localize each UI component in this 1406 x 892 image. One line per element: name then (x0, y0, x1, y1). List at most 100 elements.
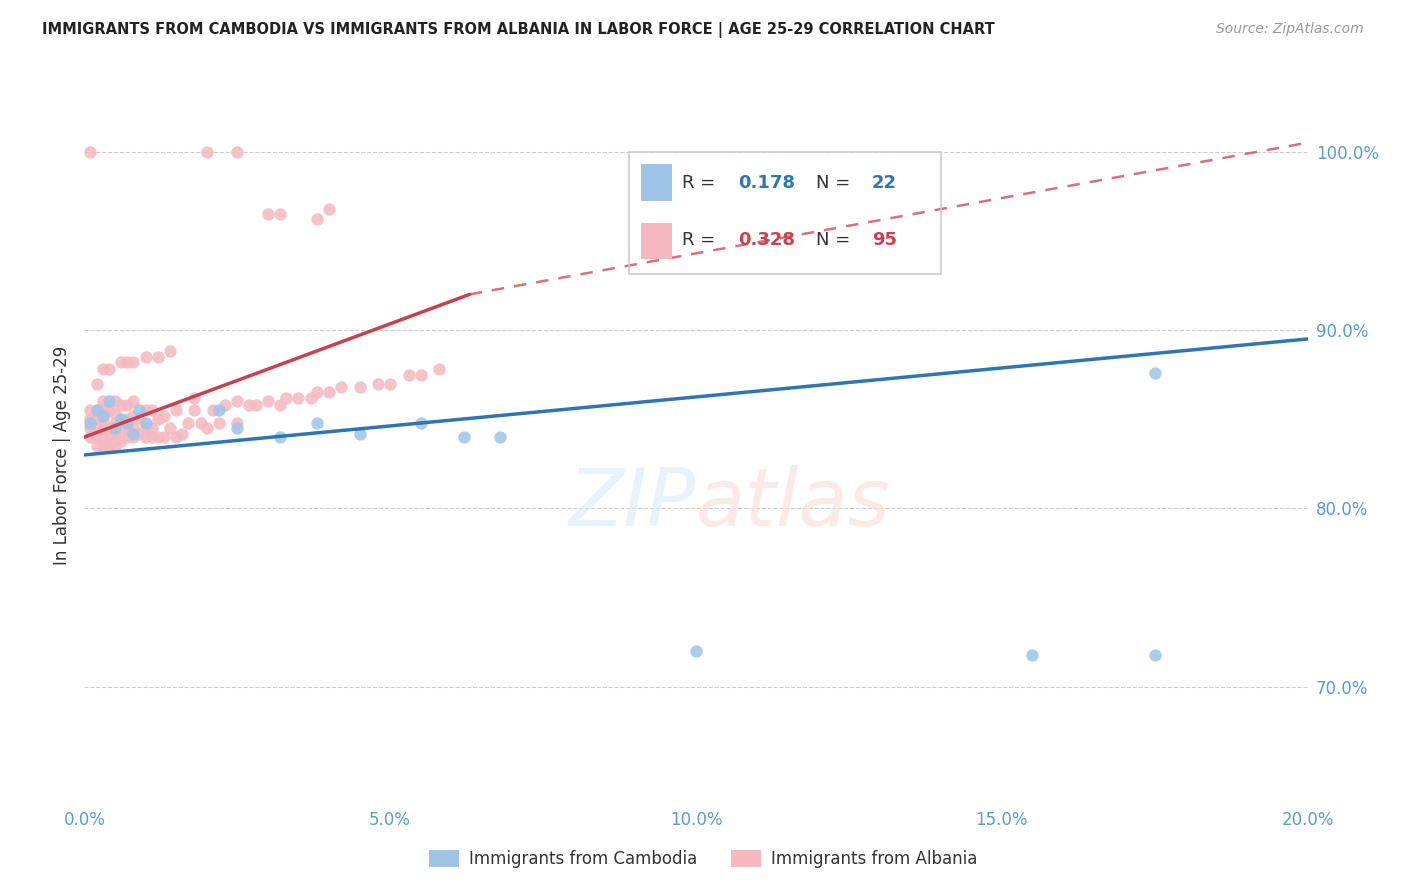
Point (104, 439, 127, 453)
Point (135, 403, 157, 417)
Text: R =: R = (682, 174, 721, 192)
Point (128, 403, 150, 417)
Point (91, 409, 114, 423)
Point (97, 430, 120, 444)
Point (226, 416, 249, 430)
Point (398, 368, 420, 382)
Point (287, 391, 309, 405)
Point (165, 403, 187, 417)
Point (141, 421, 163, 435)
Point (97, 394, 120, 409)
Point (86, 430, 108, 444)
Point (91, 439, 114, 453)
Point (135, 421, 157, 435)
Point (153, 430, 176, 444)
Point (110, 355, 132, 369)
Point (110, 398, 132, 412)
Point (165, 430, 187, 444)
Point (269, 430, 291, 444)
Point (409, 368, 432, 382)
Point (91, 403, 114, 417)
Point (79, 412, 101, 426)
Point (128, 412, 150, 426)
Point (115, 355, 138, 369)
Legend: Immigrants from Cambodia, Immigrants from Albania: Immigrants from Cambodia, Immigrants fro… (422, 843, 984, 875)
Point (1021, 648, 1043, 662)
Point (91, 430, 114, 444)
Text: IMMIGRANTS FROM CAMBODIA VS IMMIGRANTS FROM ALBANIA IN LABOR FORCE | AGE 25-29 C: IMMIGRANTS FROM CAMBODIA VS IMMIGRANTS F… (42, 22, 995, 38)
Point (226, 421, 249, 435)
Point (330, 380, 353, 394)
Point (86, 403, 108, 417)
Point (146, 412, 169, 426)
Point (177, 416, 200, 430)
Point (115, 398, 138, 412)
Point (299, 391, 322, 405)
Point (104, 416, 127, 430)
Point (245, 398, 267, 412)
Point (86, 439, 108, 453)
Bar (641, 223, 672, 260)
Point (1143, 366, 1166, 380)
Point (269, 207, 291, 221)
Text: ZIP: ZIP (568, 465, 696, 542)
Point (135, 430, 157, 444)
Point (257, 207, 280, 221)
Point (183, 403, 205, 417)
Point (380, 376, 402, 391)
Point (110, 416, 132, 430)
Point (238, 398, 260, 412)
Point (115, 421, 138, 435)
Point (115, 430, 138, 444)
Point (195, 145, 218, 159)
Point (128, 426, 150, 441)
Point (226, 145, 249, 159)
Point (305, 212, 328, 227)
Point (195, 421, 218, 435)
Point (91, 394, 114, 409)
Y-axis label: In Labor Force | Age 25-29: In Labor Force | Age 25-29 (53, 345, 72, 565)
Point (214, 398, 236, 412)
Point (79, 430, 101, 444)
Point (79, 416, 101, 430)
Point (190, 416, 212, 430)
Point (104, 394, 127, 409)
Point (153, 409, 176, 423)
Point (226, 394, 249, 409)
Point (318, 385, 340, 400)
Point (91, 412, 114, 426)
Point (257, 394, 280, 409)
Text: 95: 95 (872, 231, 897, 249)
Point (1143, 648, 1166, 662)
Point (276, 391, 298, 405)
Point (86, 421, 108, 435)
Text: Source: ZipAtlas.com: Source: ZipAtlas.com (1216, 22, 1364, 37)
Point (183, 391, 205, 405)
Point (86, 403, 108, 417)
Point (172, 426, 194, 441)
Point (367, 376, 389, 391)
Point (122, 421, 145, 435)
Point (91, 362, 114, 376)
Point (305, 385, 328, 400)
Point (141, 403, 163, 417)
Point (122, 355, 145, 369)
Point (135, 416, 157, 430)
Point (110, 412, 132, 426)
Point (453, 430, 475, 444)
Point (122, 430, 145, 444)
Text: 0.178: 0.178 (738, 174, 794, 192)
Point (135, 350, 157, 364)
Point (489, 430, 512, 444)
Point (104, 421, 127, 435)
Point (349, 426, 371, 441)
Point (201, 403, 224, 417)
Point (159, 344, 181, 359)
Point (122, 409, 145, 423)
Point (97, 439, 120, 453)
Point (79, 421, 101, 435)
Point (409, 416, 432, 430)
Point (79, 403, 101, 417)
Point (685, 644, 707, 658)
Point (208, 416, 231, 430)
